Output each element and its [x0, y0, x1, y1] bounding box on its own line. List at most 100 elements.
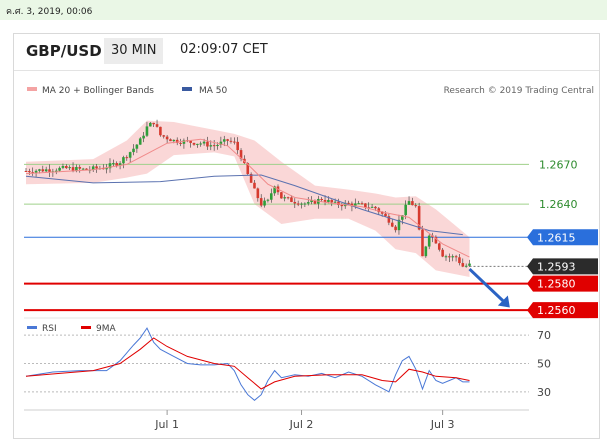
- candle-body: [196, 143, 199, 145]
- candle-body: [81, 168, 85, 170]
- candle-body: [360, 203, 364, 205]
- candle-body: [236, 141, 239, 151]
- candle-body: [162, 135, 166, 137]
- rsi-tick-50: 50: [537, 358, 551, 371]
- candle-body: [421, 229, 424, 257]
- credit-label: Research © 2019 Trading Central: [444, 86, 594, 96]
- candle-body: [112, 163, 115, 165]
- candle-body: [387, 216, 391, 223]
- candle-body: [347, 202, 350, 204]
- candle-body: [118, 163, 122, 166]
- level-tag-pivot: [527, 229, 598, 246]
- x-tick-label: Jul 3: [430, 418, 455, 431]
- candle-body: [38, 169, 41, 171]
- candle-body: [192, 142, 196, 145]
- candle-body: [444, 256, 448, 258]
- candle-body: [340, 204, 344, 207]
- candle-body: [437, 243, 441, 250]
- rsi-tick-30: 30: [537, 386, 551, 399]
- candle-body: [293, 201, 297, 204]
- candle-body: [91, 166, 95, 170]
- chart-legend: MA 20 + Bollinger Bands MA 50 Research © 2…: [27, 86, 594, 96]
- x-tick-label: Jul 1: [154, 418, 179, 431]
- candle-body: [286, 197, 290, 199]
- candle-body: [125, 157, 129, 159]
- price-levels: [24, 163, 529, 312]
- candle-body: [390, 222, 394, 227]
- candle-body: [122, 157, 125, 164]
- chart-header: GBP/USD 30 MIN 02:09:07 CET: [14, 34, 599, 71]
- candlesticks: [24, 119, 471, 268]
- candle-body: [283, 197, 287, 199]
- candle-body: [132, 148, 135, 153]
- candle-body: [222, 139, 226, 142]
- candle-body: [364, 203, 367, 208]
- candle-body: [434, 237, 438, 244]
- candle-body: [269, 193, 273, 200]
- candle-body: [323, 200, 327, 202]
- candle-body: [108, 163, 112, 169]
- candle-body: [417, 206, 421, 230]
- candle-body: [128, 152, 132, 158]
- level-tag-last: [527, 258, 598, 275]
- candle-body: [202, 141, 206, 144]
- candle-body: [169, 139, 172, 142]
- ma50-legend-label: MA 50: [199, 86, 228, 96]
- candle-body: [424, 246, 428, 257]
- candle-body: [135, 144, 139, 149]
- candle-body: [28, 171, 31, 173]
- 9ma-legend-label: 9MA: [96, 324, 116, 334]
- candle-body: [458, 257, 461, 264]
- candle-body: [34, 170, 38, 173]
- candle-body: [61, 165, 65, 168]
- candle-body: [175, 139, 179, 143]
- candle-body: [397, 219, 401, 231]
- level-label-1.2670: 1.2670: [539, 158, 578, 171]
- candle-body: [226, 139, 229, 141]
- level-label-1.2580: 1.2580: [537, 278, 576, 291]
- candle-body: [172, 139, 176, 142]
- candle-body: [303, 203, 307, 205]
- candle-body: [401, 215, 404, 220]
- candle-body: [115, 163, 119, 166]
- forecast-arrow-head: [497, 295, 510, 308]
- candle-body: [296, 203, 300, 205]
- candle-body: [48, 169, 51, 172]
- server-time-label: 02:09:07 CET: [180, 42, 268, 57]
- candle-body: [246, 163, 250, 175]
- forecast-arrow-shaft: [468, 267, 507, 305]
- level-tag-support: [527, 302, 598, 319]
- candle-body: [441, 249, 444, 257]
- grid: [24, 317, 589, 411]
- price-chart: 1.2670 1.2640 1.2615 1.2593 1.2580 1.2560 30 5…: [24, 86, 598, 431]
- rsi-series-rsi: [25, 327, 470, 401]
- candle-body: [357, 203, 360, 205]
- candle-body: [41, 169, 45, 172]
- candle-body: [327, 199, 330, 202]
- timeframe-button[interactable]: 30 MIN: [104, 38, 164, 64]
- candle-body: [155, 124, 159, 127]
- candle-body: [320, 198, 323, 201]
- candle-body: [306, 202, 310, 204]
- x-tick-label: Jul 2: [289, 418, 314, 431]
- candle-body: [75, 166, 78, 172]
- rsi-panel: 30 50 70 RSI 9MA: [24, 324, 551, 401]
- candle-body: [337, 201, 340, 205]
- level-labels: 1.2670 1.2640 1.2615 1.2593 1.2580 1.2560: [527, 158, 598, 319]
- chart-card: GBP/USD 30 MIN 02:09:07 CET 1.2670 1.2640…: [13, 33, 600, 439]
- candle-body: [85, 168, 88, 170]
- ma20-legend-swatch: [27, 87, 37, 91]
- candle-body: [229, 140, 233, 142]
- candle-body: [394, 226, 397, 231]
- ma20-legend-label: MA 20 + Bollinger Bands: [42, 86, 154, 96]
- currency-pair-label: GBP/USD: [26, 42, 102, 60]
- rsi-legend-swatch: [27, 326, 37, 329]
- candle-body: [411, 201, 414, 206]
- level-label-1.2615: 1.2615: [537, 231, 576, 244]
- candle-body: [95, 166, 98, 169]
- level-label-1.2640: 1.2640: [539, 198, 578, 211]
- candle-body: [280, 192, 283, 199]
- candle-body: [266, 199, 270, 201]
- candle-body: [370, 206, 374, 208]
- candle-body: [219, 141, 223, 145]
